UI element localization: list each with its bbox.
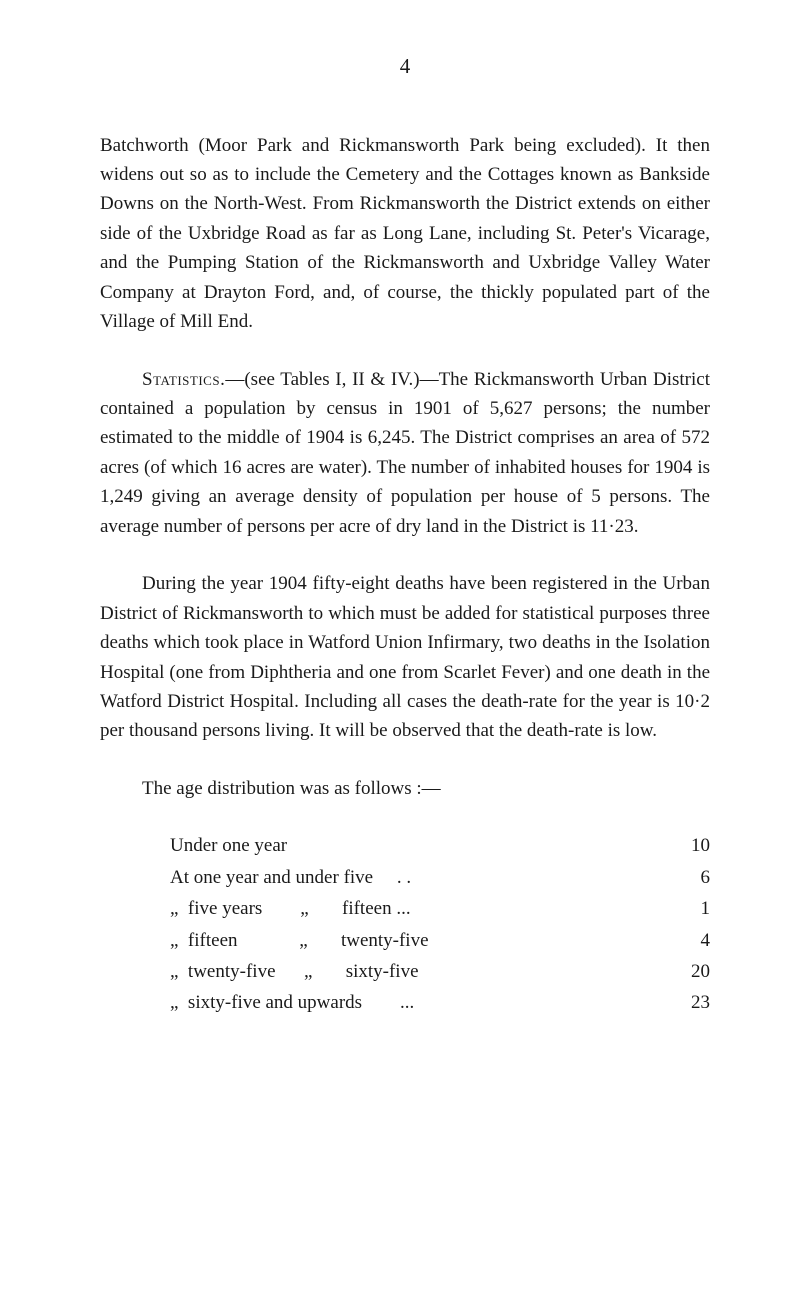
stat-row: At one year and under five . . 6 — [100, 863, 710, 892]
statistics-heading: Statistics. — [142, 369, 225, 390]
age-distribution-list: Under one year 10 At one year and under … — [100, 831, 710, 1018]
stat-row: „ fifteen „ twenty-five 4 — [100, 926, 710, 955]
stat-label: „ twenty-five „ sixty-five — [170, 957, 660, 986]
stat-label: „ fifteen „ twenty-five — [170, 926, 660, 955]
page-number: 4 — [100, 50, 710, 83]
stat-value: 1 — [660, 894, 710, 923]
stat-value: 4 — [660, 926, 710, 955]
paragraph-4: The age distribution was as follows :— — [100, 774, 710, 803]
stat-value: 10 — [660, 831, 710, 860]
stat-row: „ five years „ fifteen ... 1 — [100, 894, 710, 923]
paragraph-3: During the year 1904 fifty-eight deaths … — [100, 569, 710, 746]
stat-label: „ five years „ fifteen ... — [170, 894, 660, 923]
stat-label: At one year and under five . . — [170, 863, 660, 892]
stat-value: 23 — [660, 988, 710, 1017]
stat-row: „ sixty-five and upwards ... 23 — [100, 988, 710, 1017]
stat-value: 20 — [660, 957, 710, 986]
stat-row: Under one year 10 — [100, 831, 710, 860]
stat-row: „ twenty-five „ sixty-five 20 — [100, 957, 710, 986]
stat-value: 6 — [660, 863, 710, 892]
paragraph-1: Batchworth (Moor Park and Rickmansworth … — [100, 131, 710, 337]
paragraph-2: Statistics.—(see Tables I, II & IV.)—The… — [100, 365, 710, 542]
paragraph-2-body: —(see Tables I, II & IV.)—The Rickmanswo… — [100, 369, 710, 537]
stat-label: „ sixty-five and upwards ... — [170, 988, 660, 1017]
stat-label: Under one year — [170, 831, 660, 860]
